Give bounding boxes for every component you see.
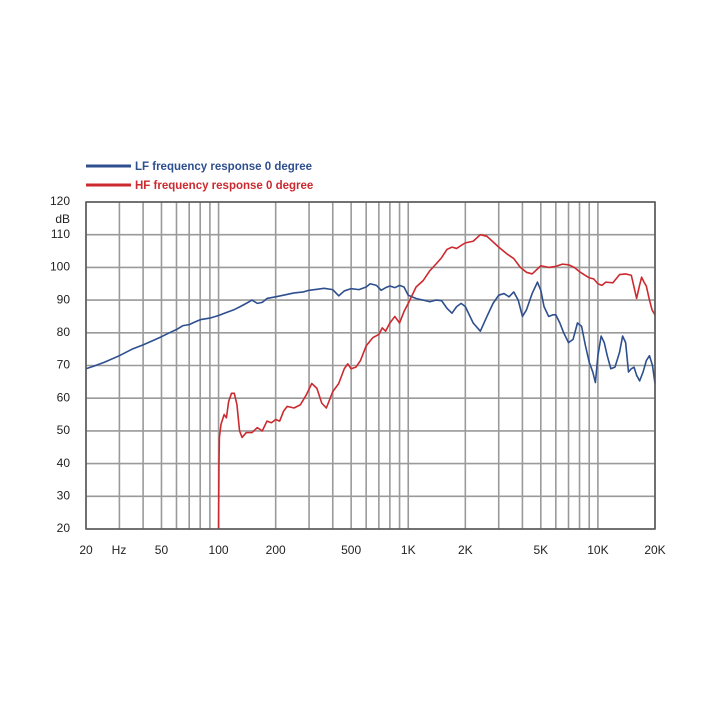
series-group (85, 233, 656, 530)
x-tick-label: 500 (341, 543, 361, 557)
y-tick-label: 110 (51, 227, 70, 241)
x-tick-label: 100 (209, 543, 229, 557)
y-axis-labels: dB 20 30 40 50 60 70 80 90 100 110 120 (50, 194, 70, 535)
legend-label-lf: LF frequency response 0 degree (135, 161, 312, 173)
x-tick-label: 200 (266, 543, 286, 557)
x-tick-label: 20 (79, 543, 93, 557)
y-tick-label: 60 (57, 390, 71, 404)
x-tick-label: 10K (587, 543, 608, 557)
plot-frame (85, 201, 656, 530)
x-tick-label: 5K (533, 543, 548, 557)
x-tick-label: 1K (401, 543, 416, 557)
x-tick-label: 50 (155, 543, 169, 557)
y-tick-label: 50 (57, 423, 71, 437)
y-tick-label: 100 (50, 260, 70, 274)
y-tick-label: 80 (57, 325, 71, 339)
x-unit-label: Hz (112, 543, 127, 557)
y-tick-label: 90 (57, 292, 71, 306)
y-tick-label: 20 (57, 521, 71, 535)
series-line-hf (217, 233, 656, 530)
y-tick-label: 120 (50, 194, 70, 208)
y-tick-label: 70 (57, 358, 71, 372)
y-tick-label: 40 (57, 456, 71, 470)
grid (85, 201, 656, 530)
legend: LF frequency response 0 degree HF freque… (86, 161, 313, 192)
x-axis-labels: Hz 20 50 100 200 500 1K 2K 5K 10K 20K (79, 543, 665, 557)
legend-label-hf: HF frequency response 0 degree (135, 180, 313, 192)
x-tick-label: 2K (458, 543, 473, 557)
series-line-lf (85, 281, 656, 384)
y-unit-label: dB (55, 212, 70, 226)
y-tick-label: 30 (57, 488, 71, 502)
x-tick-label: 20K (644, 543, 665, 557)
